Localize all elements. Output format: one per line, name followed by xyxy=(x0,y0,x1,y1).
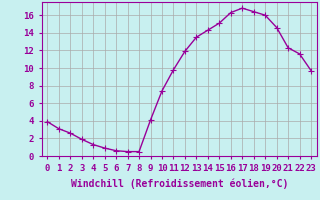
X-axis label: Windchill (Refroidissement éolien,°C): Windchill (Refroidissement éolien,°C) xyxy=(70,178,288,189)
